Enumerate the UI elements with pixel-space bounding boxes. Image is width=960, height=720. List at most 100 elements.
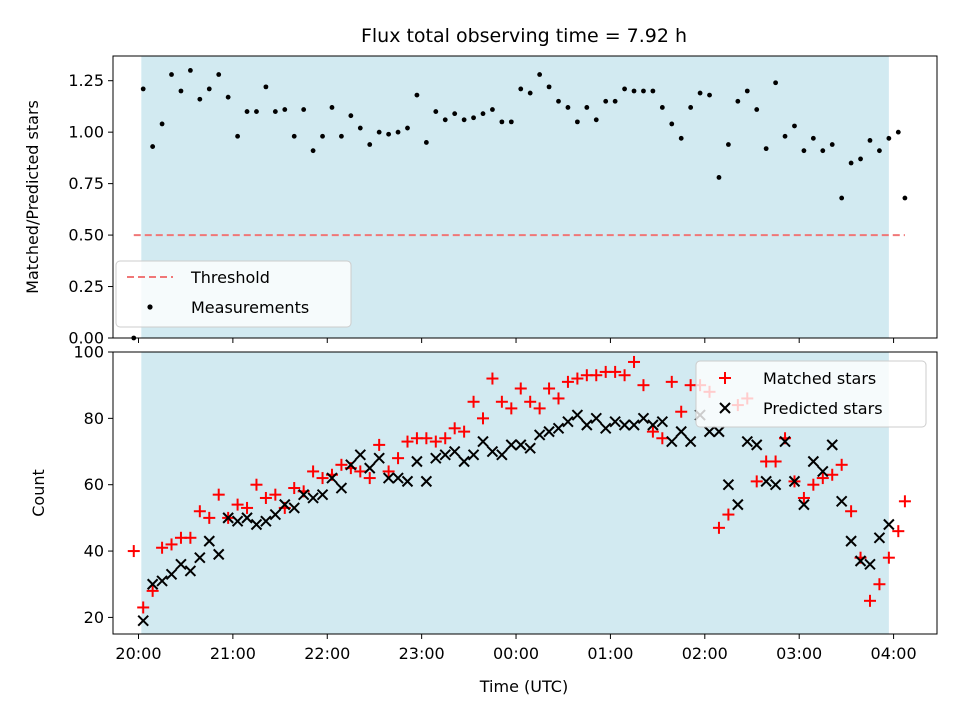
matched-star-point [156, 541, 169, 554]
matched-star-point [561, 375, 574, 388]
measurement-point [150, 144, 156, 149]
predicted-star-point [241, 512, 253, 524]
matched-star-point [146, 584, 159, 597]
top-y-tick-label: 1.25 [68, 71, 104, 90]
top-x-ticks [137, 338, 895, 343]
matched-star-point [184, 531, 197, 544]
predicted-star-point [467, 449, 480, 461]
measurement-point [442, 117, 448, 123]
matched-star-point [835, 458, 848, 471]
legend-matched-swatch [719, 372, 731, 384]
top-panel: 0.00 0.25 0.50 0.75 1.00 1.25 Matched/Predict… [23, 55, 938, 348]
x-tick-label: 00:00 [493, 644, 539, 663]
matched-star-point [495, 395, 508, 408]
matched-star-point [665, 375, 678, 388]
predicted-star-point [194, 551, 206, 564]
predicted-star-point [156, 575, 168, 587]
matched-star-point [807, 478, 820, 491]
predicted-star-point [769, 478, 782, 491]
measurement-point [471, 115, 476, 121]
matched-star-point [193, 505, 206, 518]
predicted-star-point [382, 472, 395, 484]
predicted-star-point [364, 462, 376, 474]
predicted-star-point [647, 419, 659, 431]
predicted-star-point [137, 615, 149, 627]
matched-star-point [628, 355, 641, 368]
x-tick-label: 04:00 [871, 644, 917, 663]
measurement-point [423, 140, 429, 145]
predicted-star-point [533, 429, 546, 441]
measurement-point [895, 129, 901, 135]
measurement-point [839, 195, 845, 201]
measurement-point [357, 125, 363, 131]
measurement-point [414, 92, 420, 98]
measurement-point [490, 107, 495, 112]
predicted-star-point [486, 445, 499, 458]
measurement-point [310, 148, 316, 154]
matched-star-point [448, 422, 461, 435]
predicted-star-point [203, 535, 215, 547]
predicted-star-point [637, 412, 650, 425]
predicted-star-point [175, 558, 187, 571]
matched-star-point [203, 511, 216, 524]
measurement-point [820, 148, 826, 154]
matched-star-point [637, 379, 650, 392]
predicted-star-point [411, 455, 423, 468]
predicted-star-point [430, 452, 442, 464]
matched-star-point [392, 452, 405, 465]
matched-star-point [382, 465, 395, 478]
predicted-star-point [165, 568, 178, 580]
measurement-point [574, 119, 580, 125]
predicted-star-point [250, 518, 263, 531]
bottom-y-tick-label: 20 [84, 608, 104, 627]
measurement-point [187, 68, 193, 73]
measurement-point [697, 90, 703, 96]
matched-star-point [316, 472, 329, 485]
matched-star-point [127, 545, 140, 558]
matched-star-point [259, 491, 272, 504]
matched-star-point [458, 425, 471, 438]
top-y-tick-label: 0.50 [68, 226, 104, 245]
predicted-star-point [354, 449, 367, 461]
measurement-point [235, 133, 240, 139]
measurement-point [244, 109, 250, 114]
matched-star-point [712, 521, 725, 534]
predicted-star-point [873, 532, 886, 544]
matched-star-point [816, 472, 829, 485]
matched-star-point [656, 432, 669, 445]
predicted-star-point [496, 449, 508, 461]
measurement-point [395, 129, 401, 135]
bottom-x-ticks: 20:00 21:00 22:00 23:00 00:00 01:00 02:00 03:00… [115, 634, 917, 663]
chart-title: Flux total observing time = 7.92 h [361, 25, 687, 47]
predicted-star-point [335, 482, 348, 494]
predicted-star-point [722, 478, 735, 491]
x-tick-label: 01:00 [587, 644, 633, 663]
measurement-point [801, 148, 807, 154]
measurement-point [159, 121, 165, 127]
measurement-point [282, 107, 288, 112]
measurement-point [716, 175, 722, 180]
predicted-star-point [288, 502, 300, 514]
matched-star-point [212, 488, 225, 501]
x-tick-label: 22:00 [304, 644, 350, 663]
predicted-star-point [864, 558, 876, 571]
measurement-point [763, 146, 769, 152]
predicted-star-point [326, 472, 338, 484]
predicted-star-point [515, 439, 527, 451]
legend-predicted-swatch [719, 402, 731, 414]
measurement-point [178, 88, 184, 94]
predicted-star-point [269, 508, 282, 521]
predicted-star-point [345, 459, 357, 471]
predicted-star-point [307, 492, 319, 504]
bottom-data-marks [127, 355, 911, 627]
x-axis-label: Time (UTC) [479, 677, 568, 696]
measurement-point [593, 117, 599, 123]
measurement-point [480, 111, 486, 117]
bottom-y-ticks: 20 40 60 80 100 [73, 343, 113, 627]
matched-star-point [590, 369, 603, 382]
matched-star-point [476, 412, 489, 425]
predicted-star-point [439, 449, 451, 461]
matched-star-point [307, 465, 320, 478]
bottom-y-axis-label: Count [29, 469, 48, 517]
